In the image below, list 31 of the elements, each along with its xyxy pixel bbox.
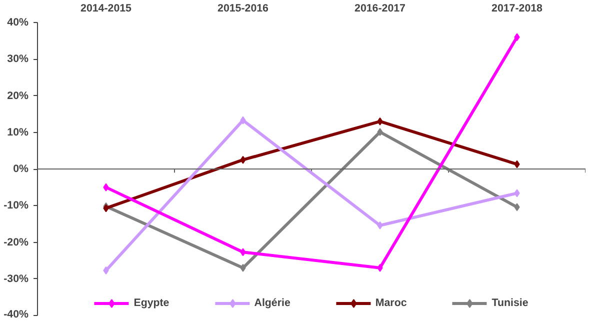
point xyxy=(240,156,246,164)
legend-label: Maroc xyxy=(375,297,407,309)
point xyxy=(240,248,246,256)
x-tick-label: 2014-2015 xyxy=(80,2,132,14)
x-tick-label: 2015-2016 xyxy=(218,2,269,14)
x-tick-label: 2016-2017 xyxy=(354,2,406,14)
point xyxy=(377,128,383,136)
point xyxy=(240,264,246,272)
y-tick-label: 20% xyxy=(7,90,30,102)
legend-label: Egypte xyxy=(134,297,170,309)
y-tick-label: -10% xyxy=(4,200,30,212)
point xyxy=(240,116,246,124)
point xyxy=(377,264,383,272)
point xyxy=(514,33,520,42)
y-tick-label: 30% xyxy=(7,53,30,66)
y-tick-label: -20% xyxy=(4,236,30,248)
y-tick-label: 10% xyxy=(7,126,30,138)
point xyxy=(514,160,520,168)
y-tick-label: -40% xyxy=(4,308,30,320)
x-tick-label: 2017-2018 xyxy=(492,2,543,14)
point xyxy=(377,221,383,230)
point xyxy=(103,266,109,274)
point xyxy=(103,183,109,192)
y-tick-label: -30% xyxy=(4,272,30,285)
point xyxy=(377,117,383,126)
point xyxy=(514,189,520,198)
legend-label: Algérie xyxy=(254,297,290,309)
y-tick-label: 40% xyxy=(7,16,30,28)
point xyxy=(514,203,520,212)
legend-label: Tunisie xyxy=(492,297,528,309)
y-tick-label: 0% xyxy=(13,163,30,175)
